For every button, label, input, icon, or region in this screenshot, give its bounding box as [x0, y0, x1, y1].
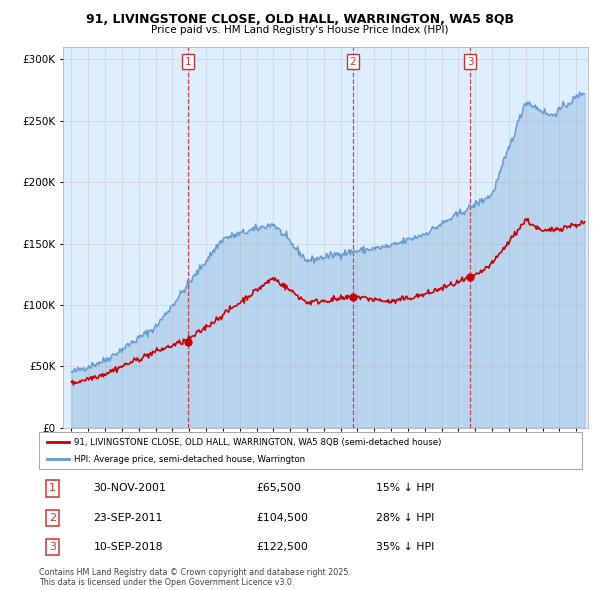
Text: 15% ↓ HPI: 15% ↓ HPI [376, 483, 434, 493]
Text: £104,500: £104,500 [256, 513, 308, 523]
Text: 10-SEP-2018: 10-SEP-2018 [94, 542, 163, 552]
Text: 2: 2 [49, 513, 56, 523]
Text: 1: 1 [185, 57, 191, 67]
Text: 30-NOV-2001: 30-NOV-2001 [94, 483, 166, 493]
Text: Price paid vs. HM Land Registry's House Price Index (HPI): Price paid vs. HM Land Registry's House … [151, 25, 449, 35]
Text: 3: 3 [467, 57, 473, 67]
FancyBboxPatch shape [39, 432, 582, 469]
Text: 91, LIVINGSTONE CLOSE, OLD HALL, WARRINGTON, WA5 8QB: 91, LIVINGSTONE CLOSE, OLD HALL, WARRING… [86, 13, 514, 26]
Text: HPI: Average price, semi-detached house, Warrington: HPI: Average price, semi-detached house,… [74, 455, 305, 464]
Text: £65,500: £65,500 [256, 483, 301, 493]
Text: 35% ↓ HPI: 35% ↓ HPI [376, 542, 434, 552]
Text: 23-SEP-2011: 23-SEP-2011 [94, 513, 163, 523]
Text: 2: 2 [350, 57, 356, 67]
Text: 3: 3 [49, 542, 56, 552]
Text: Contains HM Land Registry data © Crown copyright and database right 2025.
This d: Contains HM Land Registry data © Crown c… [39, 568, 351, 587]
Text: 91, LIVINGSTONE CLOSE, OLD HALL, WARRINGTON, WA5 8QB (semi-detached house): 91, LIVINGSTONE CLOSE, OLD HALL, WARRING… [74, 438, 442, 447]
Text: 28% ↓ HPI: 28% ↓ HPI [376, 513, 434, 523]
Text: £122,500: £122,500 [256, 542, 308, 552]
Text: 1: 1 [49, 483, 56, 493]
